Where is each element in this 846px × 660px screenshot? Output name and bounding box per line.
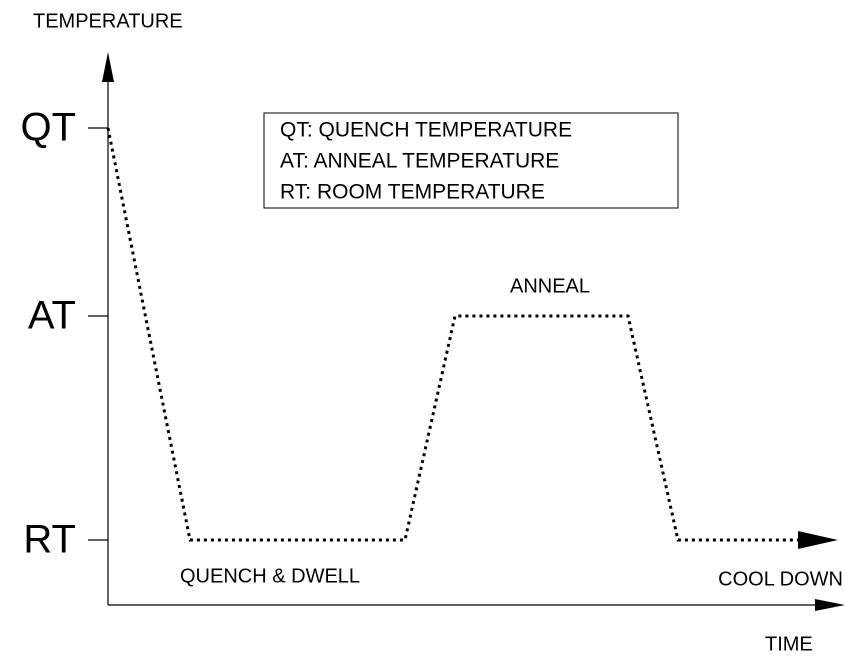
phase-label: QUENCH & DWELL xyxy=(180,565,360,587)
legend-entry: RT: ROOM TEMPERATURE xyxy=(280,181,545,204)
x-axis-arrow xyxy=(815,599,845,611)
temperature-profile xyxy=(106,127,800,542)
y-axis-label: TEMPERATURE xyxy=(33,10,183,32)
phase-label: COOL DOWN xyxy=(718,568,843,590)
legend-entry: AT: ANNEAL TEMPERATURE xyxy=(280,150,559,173)
x-axis-label: TIME xyxy=(765,633,813,655)
axes xyxy=(88,70,825,606)
legend-entry: QT: QUENCH TEMPERATURE xyxy=(280,119,572,142)
level-label: RT xyxy=(23,518,76,562)
y-axis-arrow xyxy=(102,52,114,82)
legend-box xyxy=(263,112,679,209)
level-label: QT xyxy=(20,106,76,150)
profile-arrow xyxy=(798,531,838,549)
level-label: AT xyxy=(28,294,76,338)
phase-label: ANNEAL xyxy=(510,275,590,297)
